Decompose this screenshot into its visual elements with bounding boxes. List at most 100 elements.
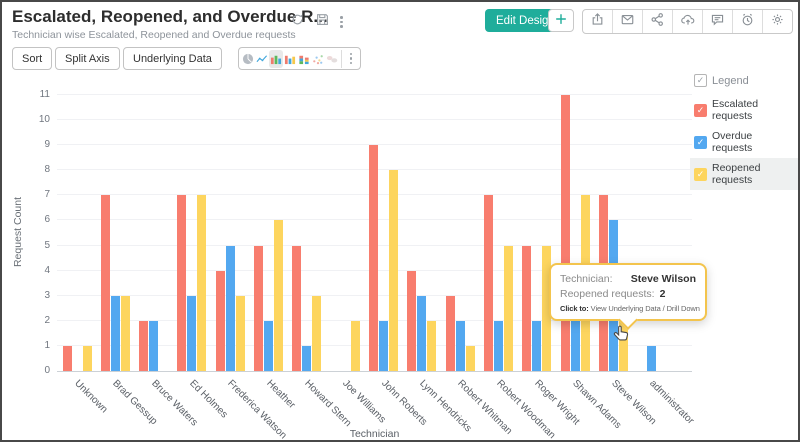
bar-reopened-requests-brad-gessup[interactable] (120, 295, 130, 371)
y-tick-label: 4 (44, 264, 50, 276)
bar-overdue-requests-frederica-watson[interactable] (225, 245, 235, 371)
bar-escalated-requests-howard-stern[interactable] (292, 245, 302, 371)
settings-icon (770, 12, 785, 32)
bar-escalated-requests-heather[interactable] (254, 245, 264, 371)
cloud-publish-button[interactable] (673, 10, 703, 33)
bar-overdue-requests-brad-gessup[interactable] (110, 295, 120, 371)
chart-tooltip: Technician: Steve Wilson Reopened reques… (549, 263, 707, 330)
split-axis-button[interactable]: Split Axis (55, 47, 120, 70)
bar-escalated-requests-unknown[interactable] (62, 345, 72, 371)
legend-checkbox-icon: ✓ (694, 135, 707, 149)
schedule-button[interactable] (733, 10, 763, 33)
legend-item-overdue-requests[interactable]: ✓ Overdue requests (690, 126, 798, 158)
bar-reopened-requests-roger-wright[interactable] (542, 245, 552, 371)
bar-reopened-requests-john-roberts[interactable] (389, 170, 399, 371)
bar-escalated-requests-robert-whitman[interactable] (445, 295, 455, 371)
legend-item-label: Overdue requests (712, 130, 753, 154)
bar-escalated-requests-ed-holmes[interactable] (177, 195, 187, 371)
bar-overdue-requests-lynn-hendricks[interactable] (417, 295, 427, 371)
bar-chart-icon[interactable] (269, 49, 283, 68)
bar-overdue-requests-ed-holmes[interactable] (187, 295, 197, 371)
legend-title: Legend (712, 74, 749, 87)
tooltip-category-value: Steve Wilson (630, 273, 696, 285)
bar-overdue-requests-shawn-adams[interactable] (570, 320, 580, 371)
tooltip-drilldown-link[interactable]: View Underlying Data / Drill Down (590, 304, 700, 313)
bar-reopened-requests-joe-williams[interactable] (350, 320, 360, 371)
bar-escalated-requests-roger-wright[interactable] (522, 245, 532, 371)
column-chart-icon[interactable] (283, 50, 297, 68)
y-tick-label: 5 (44, 239, 50, 251)
bar-escalated-requests-brad-gessup[interactable] (100, 195, 110, 371)
bar-reopened-requests-robert-whitman[interactable] (465, 345, 475, 371)
legend-item-escalated-requests[interactable]: ✓ Escalated requests (690, 94, 798, 126)
share-button[interactable] (643, 10, 673, 33)
bar-overdue-requests-roger-wright[interactable] (532, 320, 542, 371)
tooltip-series-value: 2 (659, 288, 666, 300)
email-button[interactable] (613, 10, 643, 33)
y-tick-label: 6 (44, 214, 50, 226)
comment-button[interactable] (703, 10, 733, 33)
legend-item-label: Escalated requests (712, 98, 759, 122)
edit-design-button[interactable]: Edit Design (485, 9, 566, 32)
bar-overdue-requests-bruce-waters[interactable] (149, 320, 159, 371)
bar-overdue-requests-howard-stern[interactable] (302, 345, 312, 371)
y-tick-label: 7 (44, 189, 50, 201)
x-tick-label: Unknown (72, 378, 110, 416)
legend-item-reopened-requests[interactable]: ✓ Reopened requests (690, 158, 798, 190)
bar-overdue-requests-administrator[interactable] (647, 345, 657, 371)
bar-overdue-requests-heather[interactable] (264, 320, 274, 371)
bar-chart-plot: Unknown Brad Gessup Bruce Waters Ed Holmes F… (57, 94, 696, 440)
legend-panel: ✓ Legend ✓ Escalated requests ✓ Overdue req… (690, 74, 798, 190)
tooltip-click-label: Click to: (560, 304, 589, 313)
tooltip-series-label: Reopened requests: (560, 288, 655, 300)
underlying-data-button[interactable]: Underlying Data (123, 47, 222, 70)
hand-cursor-icon (612, 324, 631, 350)
y-tick-label: 9 (44, 139, 50, 151)
y-tick-label: 11 (39, 89, 50, 100)
legend-item-label: Reopened requests (712, 162, 761, 186)
bar-escalated-requests-bruce-waters[interactable] (139, 320, 149, 371)
pie-chart-icon[interactable] (241, 50, 255, 68)
bar-reopened-requests-robert-woodman[interactable] (504, 245, 514, 371)
bar-reopened-requests-lynn-hendricks[interactable] (427, 320, 437, 371)
bar-overdue-requests-john-roberts[interactable] (379, 320, 389, 371)
legend-toggle[interactable]: ✓ Legend (694, 74, 798, 87)
stacked-chart-icon[interactable] (297, 50, 311, 68)
refresh-icon[interactable] (290, 12, 305, 32)
scatter-chart-icon[interactable] (311, 50, 325, 68)
more-options-icon[interactable] (340, 16, 343, 28)
bar-reopened-requests-frederica-watson[interactable] (235, 295, 245, 371)
y-tick-label: 10 (38, 114, 50, 126)
more-chart-types-icon[interactable] (341, 49, 358, 68)
sort-button[interactable]: Sort (12, 47, 53, 70)
line-chart-icon[interactable] (255, 50, 269, 68)
chart-type-strip (238, 47, 361, 70)
bar-reopened-requests-ed-holmes[interactable] (197, 195, 207, 371)
save-icon[interactable] (315, 12, 330, 32)
settings-button[interactable] (763, 10, 792, 33)
export-icon (590, 12, 605, 32)
report-subtitle: Technician wise Escalated, Reopened and … (12, 29, 296, 41)
bar-reopened-requests-unknown[interactable] (82, 345, 92, 371)
comment-icon (710, 12, 725, 32)
bar-escalated-requests-lynn-hendricks[interactable] (407, 270, 417, 371)
geo-chart-icon[interactable] (325, 50, 339, 68)
cloud-publish-icon (680, 12, 696, 32)
bar-overdue-requests-robert-woodman[interactable] (494, 320, 504, 371)
bar-escalated-requests-robert-woodman[interactable] (484, 195, 494, 371)
bar-reopened-requests-steve-wilson[interactable] (619, 320, 629, 371)
bar-escalated-requests-shawn-adams[interactable] (560, 95, 570, 371)
tooltip-category-label: Technician: (560, 273, 613, 285)
x-tick-label: Heather (263, 378, 297, 411)
add-button[interactable] (548, 9, 574, 32)
gridline (57, 94, 692, 95)
export-button[interactable] (583, 10, 613, 33)
bar-reopened-requests-howard-stern[interactable] (312, 295, 322, 371)
bar-reopened-requests-heather[interactable] (274, 220, 284, 371)
bar-escalated-requests-john-roberts[interactable] (369, 145, 379, 371)
bar-overdue-requests-robert-whitman[interactable] (455, 320, 465, 371)
x-axis-title: Technician (349, 428, 400, 440)
y-tick-label: 2 (44, 314, 50, 326)
bar-escalated-requests-frederica-watson[interactable] (215, 270, 225, 371)
schedule-icon (740, 12, 755, 32)
